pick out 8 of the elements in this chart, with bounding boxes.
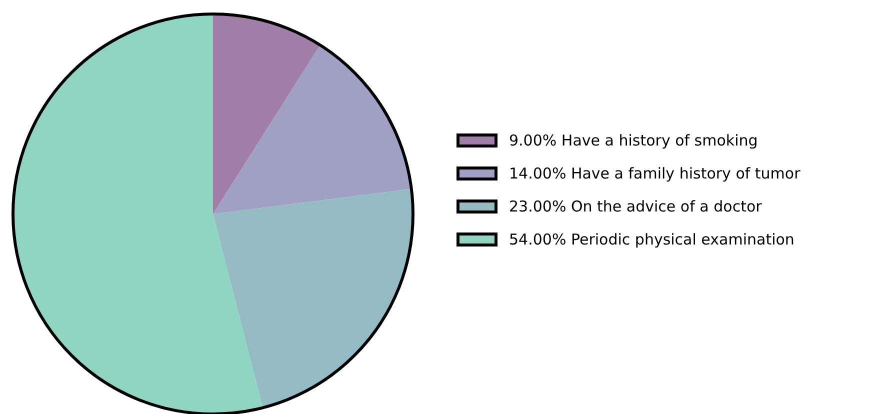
pie-slice: [213, 14, 320, 214]
pie-slice: [213, 188, 413, 408]
pie-slice: [213, 45, 412, 214]
legend-label: 23.00% On the advice of a doctor: [509, 197, 763, 216]
legend-label: 9.00% Have a history of smoking: [509, 131, 758, 150]
legend-label: 14.00% Have a family history of tumor: [509, 164, 802, 182]
pie-slice: [13, 14, 263, 414]
legend-label: 54.00% Periodic physical examination: [509, 230, 794, 248]
